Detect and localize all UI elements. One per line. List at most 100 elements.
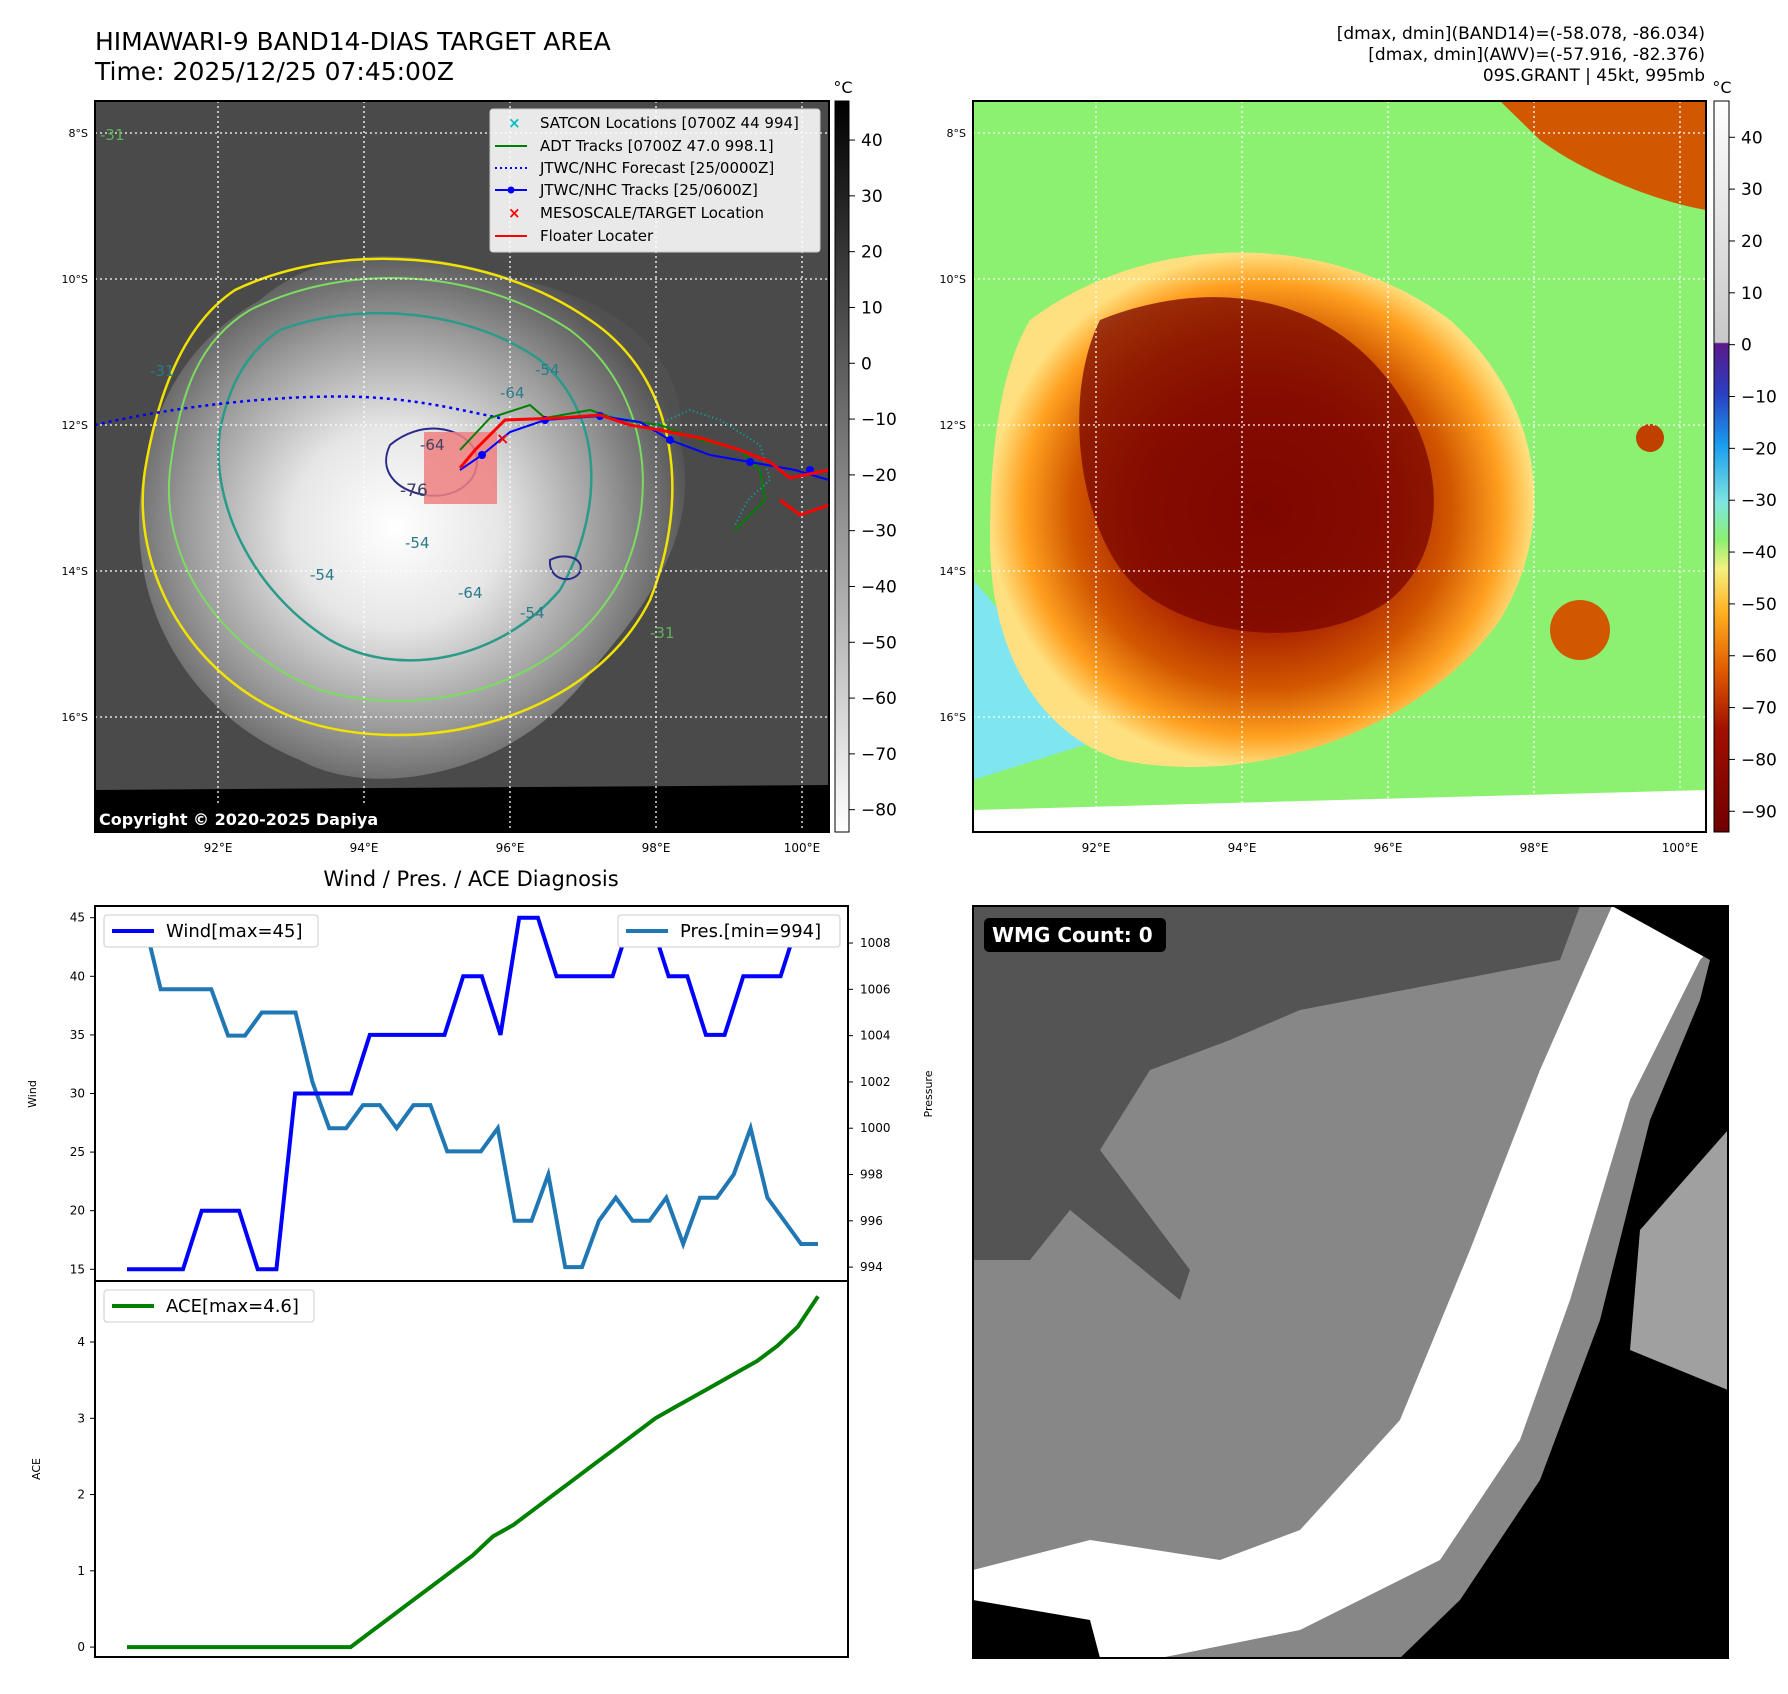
color-colorbar-ramp [1713,100,1730,833]
satcon-track [579,408,772,526]
ace-y-ticks: 0 1 2 3 4 [77,1335,95,1654]
legend-swatch-satcon: × [508,114,521,132]
small-convective-cell [1636,424,1664,452]
gray-colorbar-ramp [834,100,850,833]
contour-label: -64 [458,584,483,602]
lat-labels-left: 8°S 10°S 12°S 14°S 16°S [62,127,88,724]
ace-chart: 0 1 2 3 4 ACE ACE[max=4.6] [30,1280,849,1658]
wind-y-tick-label: 25 [70,1145,85,1159]
gray-colorbar-tick-label: 10 [861,298,883,318]
map-frame [94,100,830,833]
color-colorbar-ticks: 40 30 20 10 0 −10 −20 −30 −40 −50 −60 −70 −80 −90 [1729,128,1777,822]
gray-colorbar-tick-label: −40 [861,577,897,597]
wind-y-tick-label: 40 [70,969,85,983]
cloud-band-ne [1500,101,1706,210]
wind-y-ticks: 15 20 25 30 35 40 45 [70,911,95,1276]
color-colorbar-tick-label: −40 [1741,543,1777,563]
color-colorbar-tick-label: −70 [1741,699,1777,719]
contour-label: -54 [535,361,560,379]
gray-colorbar-unit: °C [833,78,852,97]
ir-color-map: 8°S 10°S 12°S 14°S 16°S 92°E 94°E 96°E 9… [940,100,1707,855]
color-colorbar-tick-label: 30 [1741,180,1763,200]
figure-title: HIMAWARI-9 BAND14-DIAS TARGET AREA [95,27,611,56]
wmg-count-badge [984,918,1166,952]
pressure-series-line [127,917,818,1270]
contour-label: -54 [405,534,430,552]
legend-swatch-target: × [508,204,521,222]
pressure-y-tick-label: 1008 [860,936,891,950]
gray-colorbar-tick-label: 0 [861,354,872,374]
contour-navy-small [548,555,582,581]
lon-label: 98°E [642,841,671,855]
legend-item-satcon: SATCON Locations [0700Z 44 994] [540,114,799,132]
lat-label: 8°S [69,127,88,140]
contour-green [167,277,644,702]
ace-y-tick-label: 0 [77,1640,85,1654]
lat-label: 12°S [62,419,88,432]
wind-pressure-frame [94,905,849,1282]
color-no-data-band [973,790,1706,832]
contour-label: -76 [400,481,428,501]
contour-label-group: -31 -54 -64 -76 -54 -64 -54 -31 -31 -54 … [100,126,675,642]
contour-label: -31 [650,624,675,642]
ace-y-tick-label: 3 [77,1411,85,1425]
color-map-gridlines [973,101,1706,832]
ace-frame [94,1280,849,1658]
ace-y-tick-label: 4 [77,1335,85,1349]
legend-item-target: MESOSCALE/TARGET Location [540,204,764,222]
pressure-legend-box [617,914,841,948]
gray-colorbar-tick-label: −50 [861,633,897,653]
lon-label: 96°E [1374,841,1403,855]
pressure-y-tick-label: 996 [860,1214,883,1228]
wind-y-tick-label: 15 [70,1262,85,1276]
lon-labels-left: 92°E 94°E 96°E 98°E 100°E [204,841,821,855]
ir-grayscale-map: × -31 -54 -64 -76 -54 -64 -54 -31 -31 -5… [62,100,830,855]
lon-label: 100°E [1662,841,1699,855]
pressure-y-tick-label: 1006 [860,982,891,996]
track-legend: × SATCON Locations [0700Z 44 994] ADT Tr… [489,108,821,253]
wind-y-tick-label: 35 [70,1028,85,1042]
gray-colorbar-tick-label: −80 [861,801,897,821]
gray-colorbar-tick-label: −10 [861,410,897,430]
wmg-black-region [1400,906,1728,1658]
contour-teal [217,311,593,662]
lat-label: 14°S [62,565,88,578]
copyright-bar [95,806,405,832]
diagnosis-title: Wind / Pres. / ACE Diagnosis [323,867,618,891]
pressure-y-tick-label: 1002 [860,1075,891,1089]
awv-range-text: [dmax, dmin](AWV)=(-57.916, -82.376) [1368,45,1705,65]
contour-label: -64 [500,384,525,402]
wind-axis-label: Wind [26,1080,39,1108]
ace-legend-label: ACE[max=4.6] [166,1296,299,1317]
svg-text:×: × [508,114,521,132]
color-colorbar-tick-label: −50 [1741,595,1777,615]
color-colorbar-tick-label: −60 [1741,647,1777,667]
wmg-panel: WMG Count: 0 [972,905,1729,1659]
color-colorbar-tick-label: 40 [1741,128,1763,148]
contour-label: -54 [520,604,545,622]
wind-legend-label: Wind[max=45] [166,921,303,942]
lat-label: 12°S [940,419,966,432]
pressure-y-ticks: 994 996 998 1000 1002 1004 1006 1008 [848,936,891,1274]
jtwc-forecast-track [95,395,501,427]
color-colorbar-unit: °C [1712,78,1731,97]
target-marker: × [496,429,509,448]
color-colorbar-tick-label: −80 [1741,750,1777,770]
color-colorbar-tick-label: −90 [1741,802,1777,822]
floater-track [458,413,829,480]
storm-cloud-mass [139,256,686,779]
lon-label: 92°E [204,841,233,855]
figure-time: Time: 2025/12/25 07:45:00Z [94,57,454,86]
gray-colorbar-tick-label: −20 [861,466,897,486]
lat-label: 16°S [940,711,966,724]
wmg-light-gray-patch [1630,1130,1728,1390]
color-colorbar-tick-label: −30 [1741,491,1777,511]
pressure-axis-label: Pressure [922,1070,935,1117]
pressure-y-tick-label: 994 [860,1260,883,1274]
color-colorbar-tick-label: −20 [1741,439,1777,459]
ace-legend-box [103,1289,315,1323]
floater-track-tail [779,498,829,517]
legend-item-jtwc: JTWC/NHC Tracks [25/0600Z] [539,181,758,199]
